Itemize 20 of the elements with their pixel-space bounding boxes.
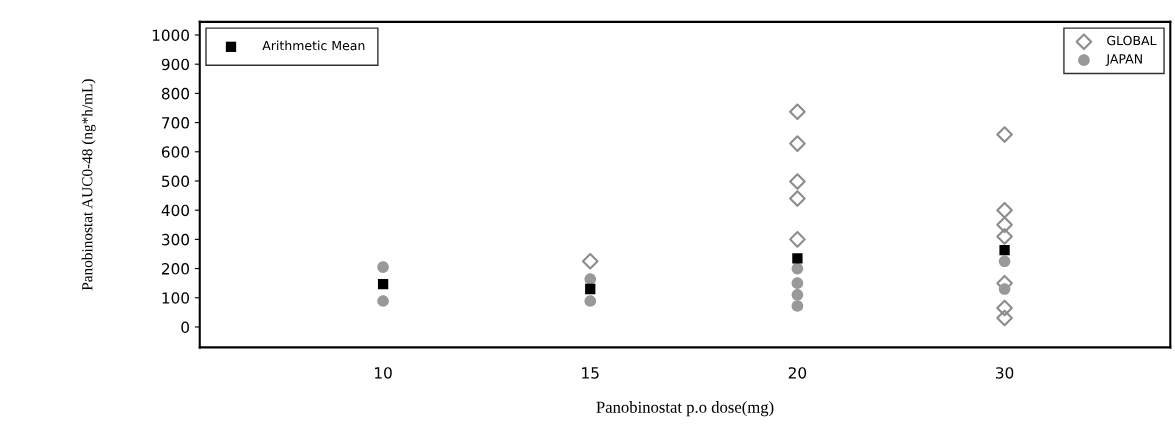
y-tick-label: 400: [161, 204, 190, 217]
y-tick-label: 500: [162, 175, 190, 187]
y-tick-label: 200: [161, 263, 190, 275]
y-tick-label: 100: [162, 292, 190, 304]
y-tick-label: 900: [161, 58, 190, 71]
x-tick-label: 15: [582, 367, 599, 379]
x-tick-label: 20: [788, 367, 807, 379]
legend-label: JAPAN: [1105, 54, 1142, 66]
y-tick-label: 1000: [152, 29, 190, 42]
x-tick-label: 30: [996, 367, 1014, 379]
y-axis-title: Panobinostat AUC0-48 (ng*h/mL): [81, 79, 96, 291]
y-tick-label: 800: [161, 87, 190, 100]
x-tick-label: 10: [375, 367, 392, 379]
legend-label: GLOBAL: [1107, 35, 1157, 46]
y-tick-label: 0: [181, 321, 190, 333]
y-tick-label: 700: [162, 117, 190, 129]
y-tick-label: 600: [161, 146, 190, 158]
legend-label: Arithmetic Mean: [262, 40, 365, 51]
x-axis-title: Panobinostat p.o dose(mg): [596, 401, 774, 417]
y-tick-label: 300: [162, 233, 190, 246]
